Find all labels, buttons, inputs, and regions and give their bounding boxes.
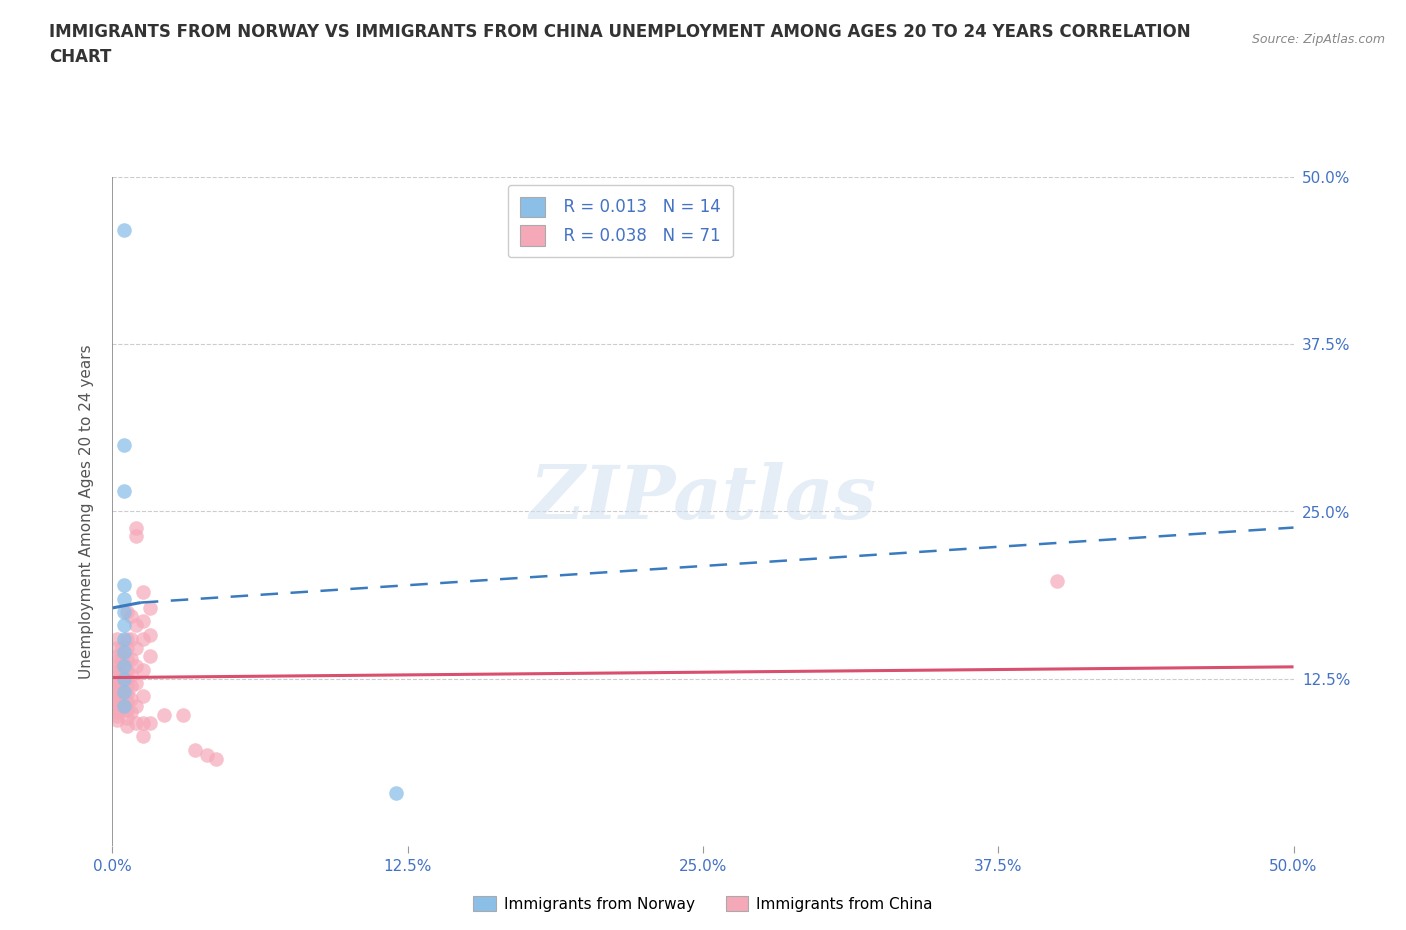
Point [105,705,128,720]
Point [120,651,142,666]
Point [111,684,134,698]
Point [139,627,162,642]
Point [111,668,134,683]
Text: Source: ZipAtlas.com: Source: ZipAtlas.com [1251,33,1385,46]
Point [115,641,138,656]
Point [105,713,128,728]
Point [120,608,142,623]
Point [112,578,135,592]
Point [115,702,138,717]
Point [132,716,155,731]
Point [105,684,128,699]
Point [111,678,134,693]
Point [115,718,138,733]
Point [115,631,138,646]
Point [115,694,138,709]
Point [111,694,134,709]
Point [125,658,148,673]
Point [112,484,135,498]
Point [105,681,128,696]
Point [205,751,228,766]
Point [112,437,135,452]
Point [195,748,218,763]
Point [112,671,135,686]
Point [105,697,128,711]
Point [112,591,135,606]
Point [120,668,142,683]
Point [105,677,128,692]
Point [132,662,155,677]
Point [105,654,128,669]
Legend: Immigrants from Norway, Immigrants from China: Immigrants from Norway, Immigrants from … [467,889,939,918]
Y-axis label: Unemployment Among Ages 20 to 24 years: Unemployment Among Ages 20 to 24 years [79,344,94,679]
Point [112,604,135,619]
Point [153,708,176,723]
Point [112,644,135,659]
Point [120,678,142,693]
Point [111,672,134,687]
Point [105,709,128,724]
Point [139,601,162,616]
Point [385,785,408,800]
Point [105,672,128,687]
Point [112,618,135,632]
Point [132,584,155,599]
Point [184,742,207,757]
Point [132,631,155,646]
Point [125,528,148,543]
Point [132,689,155,704]
Point [105,701,128,716]
Point [112,631,135,646]
Point [172,708,194,723]
Point [125,698,148,713]
Point [105,641,128,656]
Point [111,659,134,674]
Point [105,631,128,646]
Point [115,662,138,677]
Point [115,678,138,693]
Legend:   R = 0.013   N = 14,   R = 0.038   N = 71: R = 0.013 N = 14, R = 0.038 N = 71 [508,185,733,258]
Point [112,223,135,238]
Point [111,651,134,666]
Point [132,614,155,629]
Point [125,716,148,731]
Point [105,649,128,664]
Point [139,716,162,731]
Point [139,649,162,664]
Point [115,651,138,666]
Point [115,671,138,685]
Point [125,520,148,535]
Point [120,705,142,720]
Point [105,659,128,674]
Point [125,641,148,656]
Point [125,618,148,632]
Point [105,689,128,704]
Point [115,604,138,619]
Point [132,729,155,744]
Point [1046,574,1069,589]
Point [112,684,135,699]
Point [115,711,138,725]
Text: IMMIGRANTS FROM NORWAY VS IMMIGRANTS FROM CHINA UNEMPLOYMENT AMONG AGES 20 TO 24: IMMIGRANTS FROM NORWAY VS IMMIGRANTS FRO… [49,23,1191,66]
Point [105,665,128,680]
Point [111,689,134,704]
Point [115,686,138,701]
Point [111,641,134,656]
Point [105,693,128,708]
Point [112,698,135,713]
Point [125,675,148,690]
Point [105,669,128,684]
Point [120,631,142,646]
Text: ZIPatlas: ZIPatlas [530,462,876,535]
Point [120,692,142,707]
Point [112,658,135,673]
